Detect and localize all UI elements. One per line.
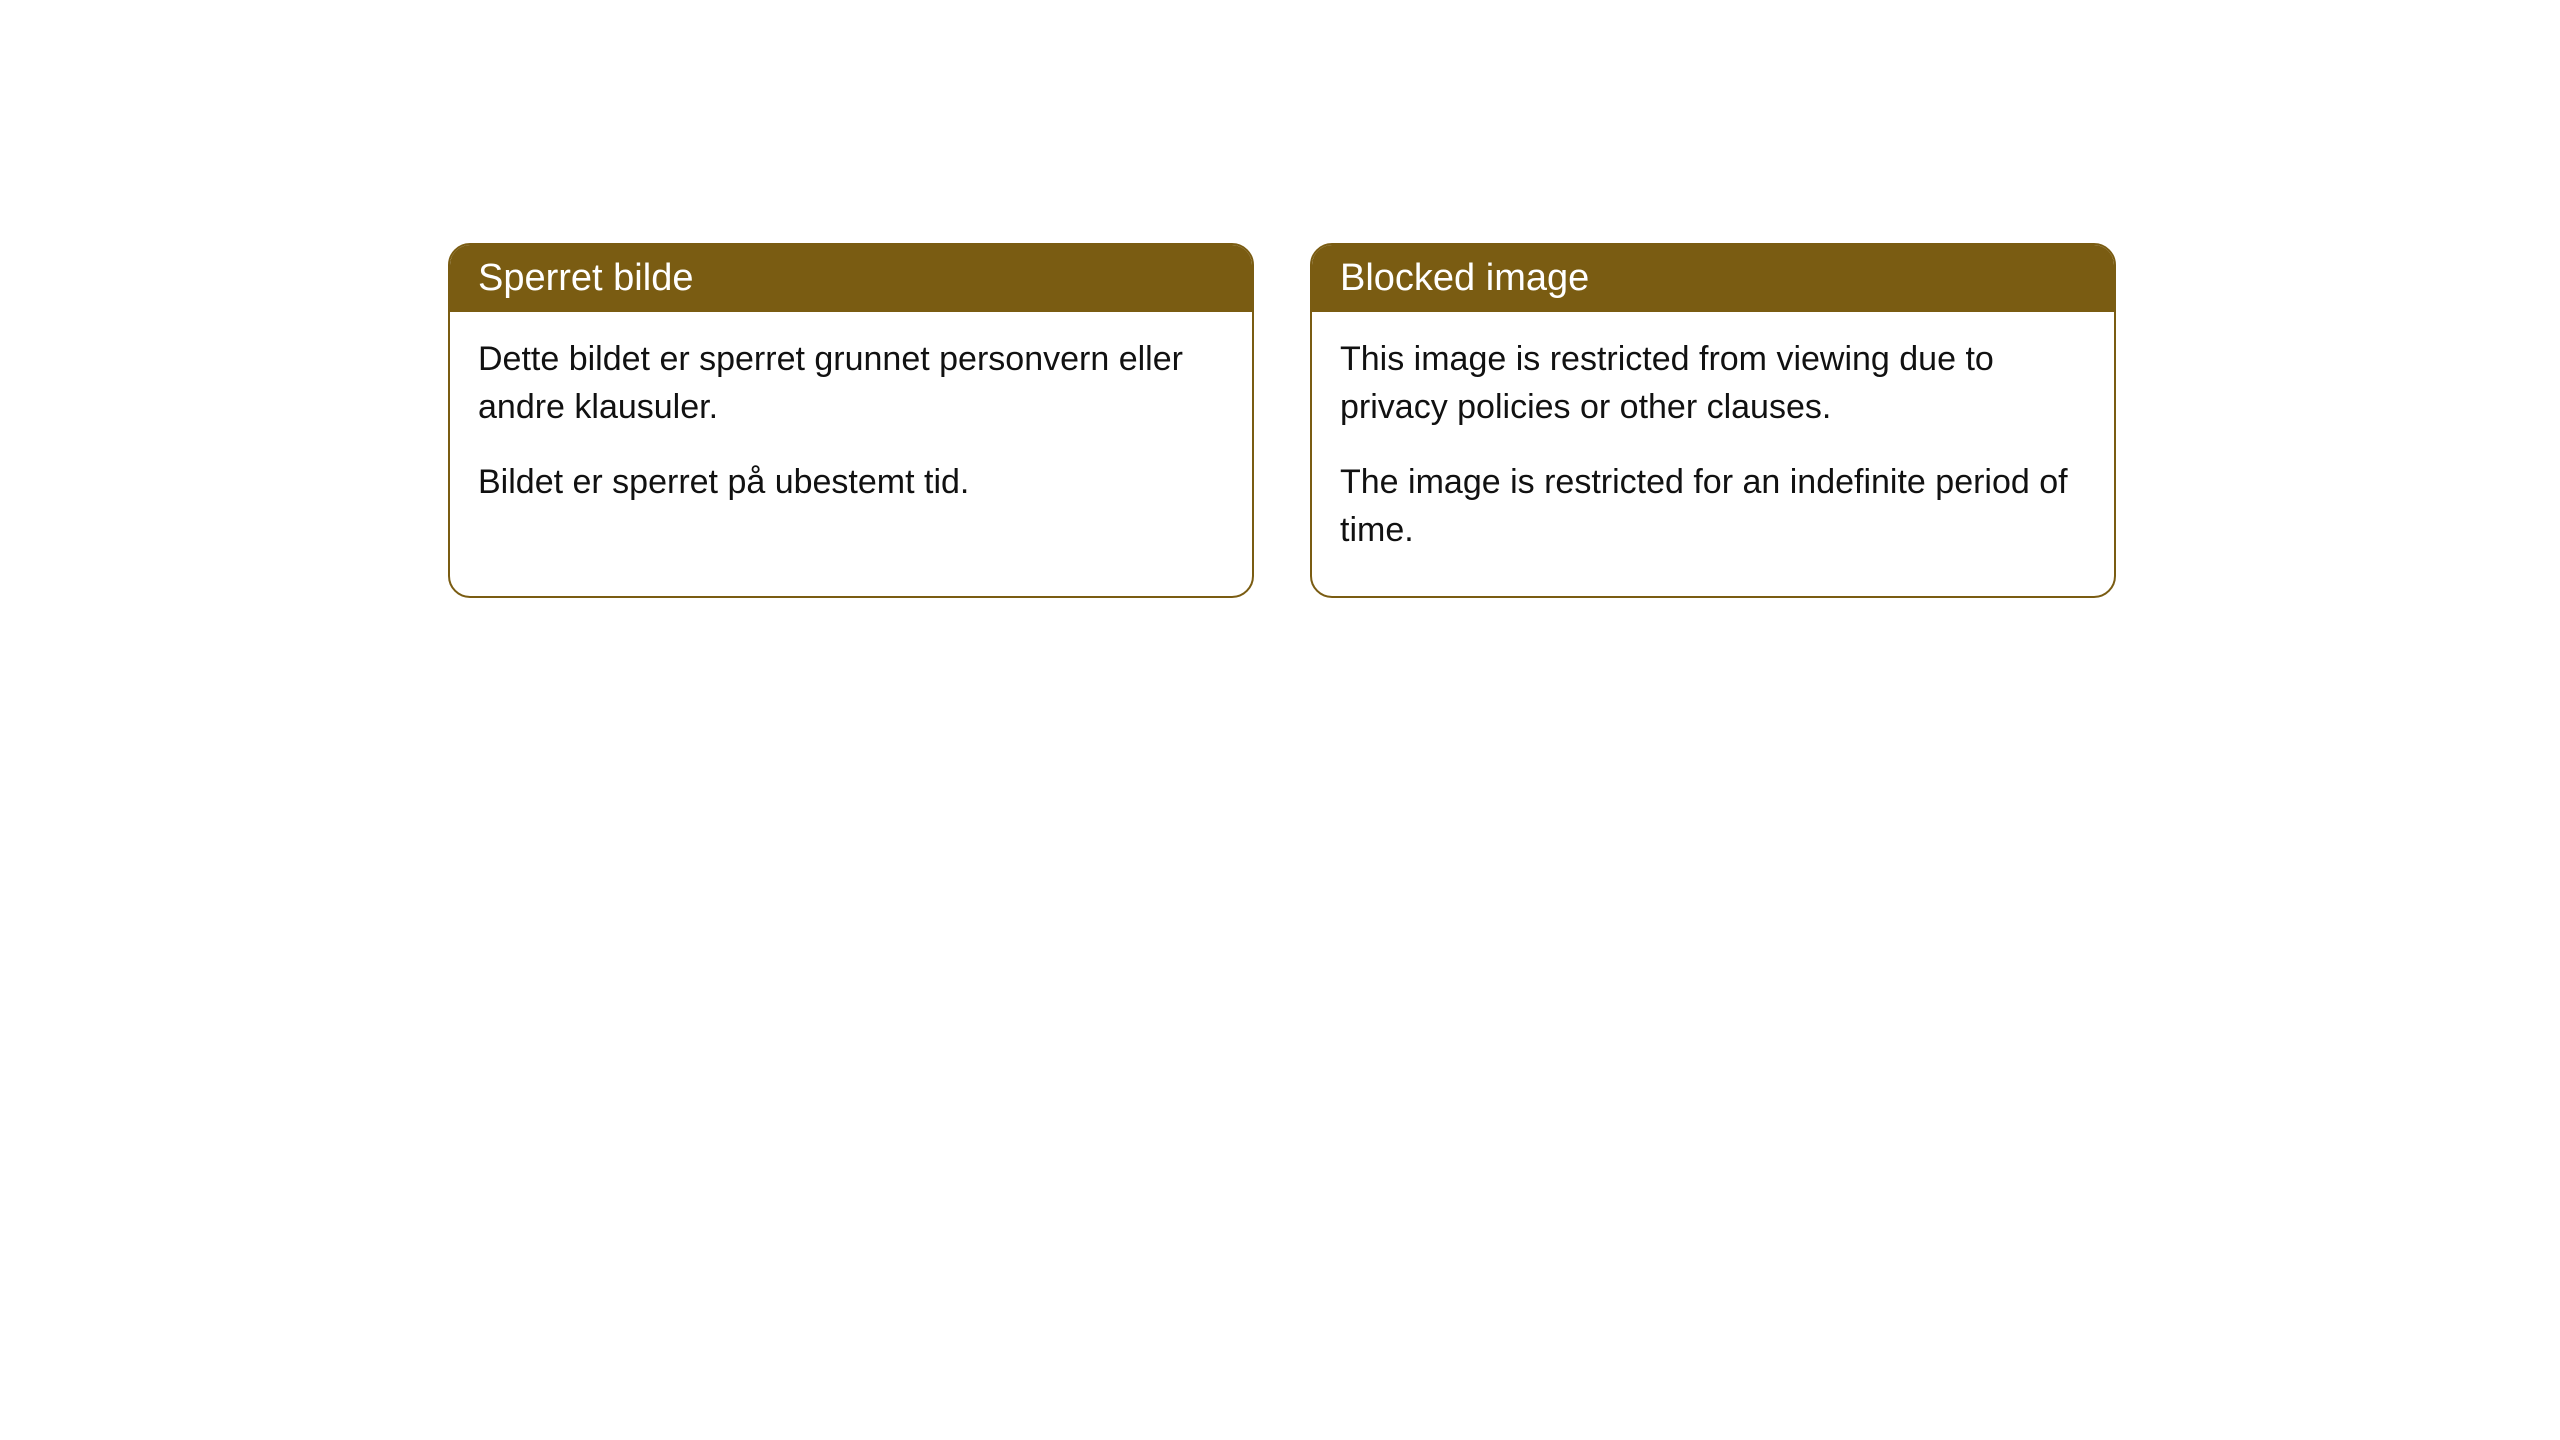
notice-cards-container: Sperret bilde Dette bildet er sperret gr… [448, 243, 2116, 598]
card-paragraph-1: This image is restricted from viewing du… [1340, 336, 2086, 431]
card-title: Blocked image [1340, 257, 1589, 299]
card-header-english: Blocked image [1312, 245, 2114, 312]
card-paragraph-2: Bildet er sperret på ubestemt tid. [478, 459, 1224, 507]
card-body-english: This image is restricted from viewing du… [1312, 312, 2114, 596]
card-paragraph-1: Dette bildet er sperret grunnet personve… [478, 336, 1224, 431]
blocked-image-card-english: Blocked image This image is restricted f… [1310, 243, 2116, 598]
card-paragraph-2: The image is restricted for an indefinit… [1340, 459, 2086, 554]
card-title: Sperret bilde [478, 257, 693, 299]
blocked-image-card-norwegian: Sperret bilde Dette bildet er sperret gr… [448, 243, 1254, 598]
card-body-norwegian: Dette bildet er sperret grunnet personve… [450, 312, 1252, 549]
card-header-norwegian: Sperret bilde [450, 245, 1252, 312]
